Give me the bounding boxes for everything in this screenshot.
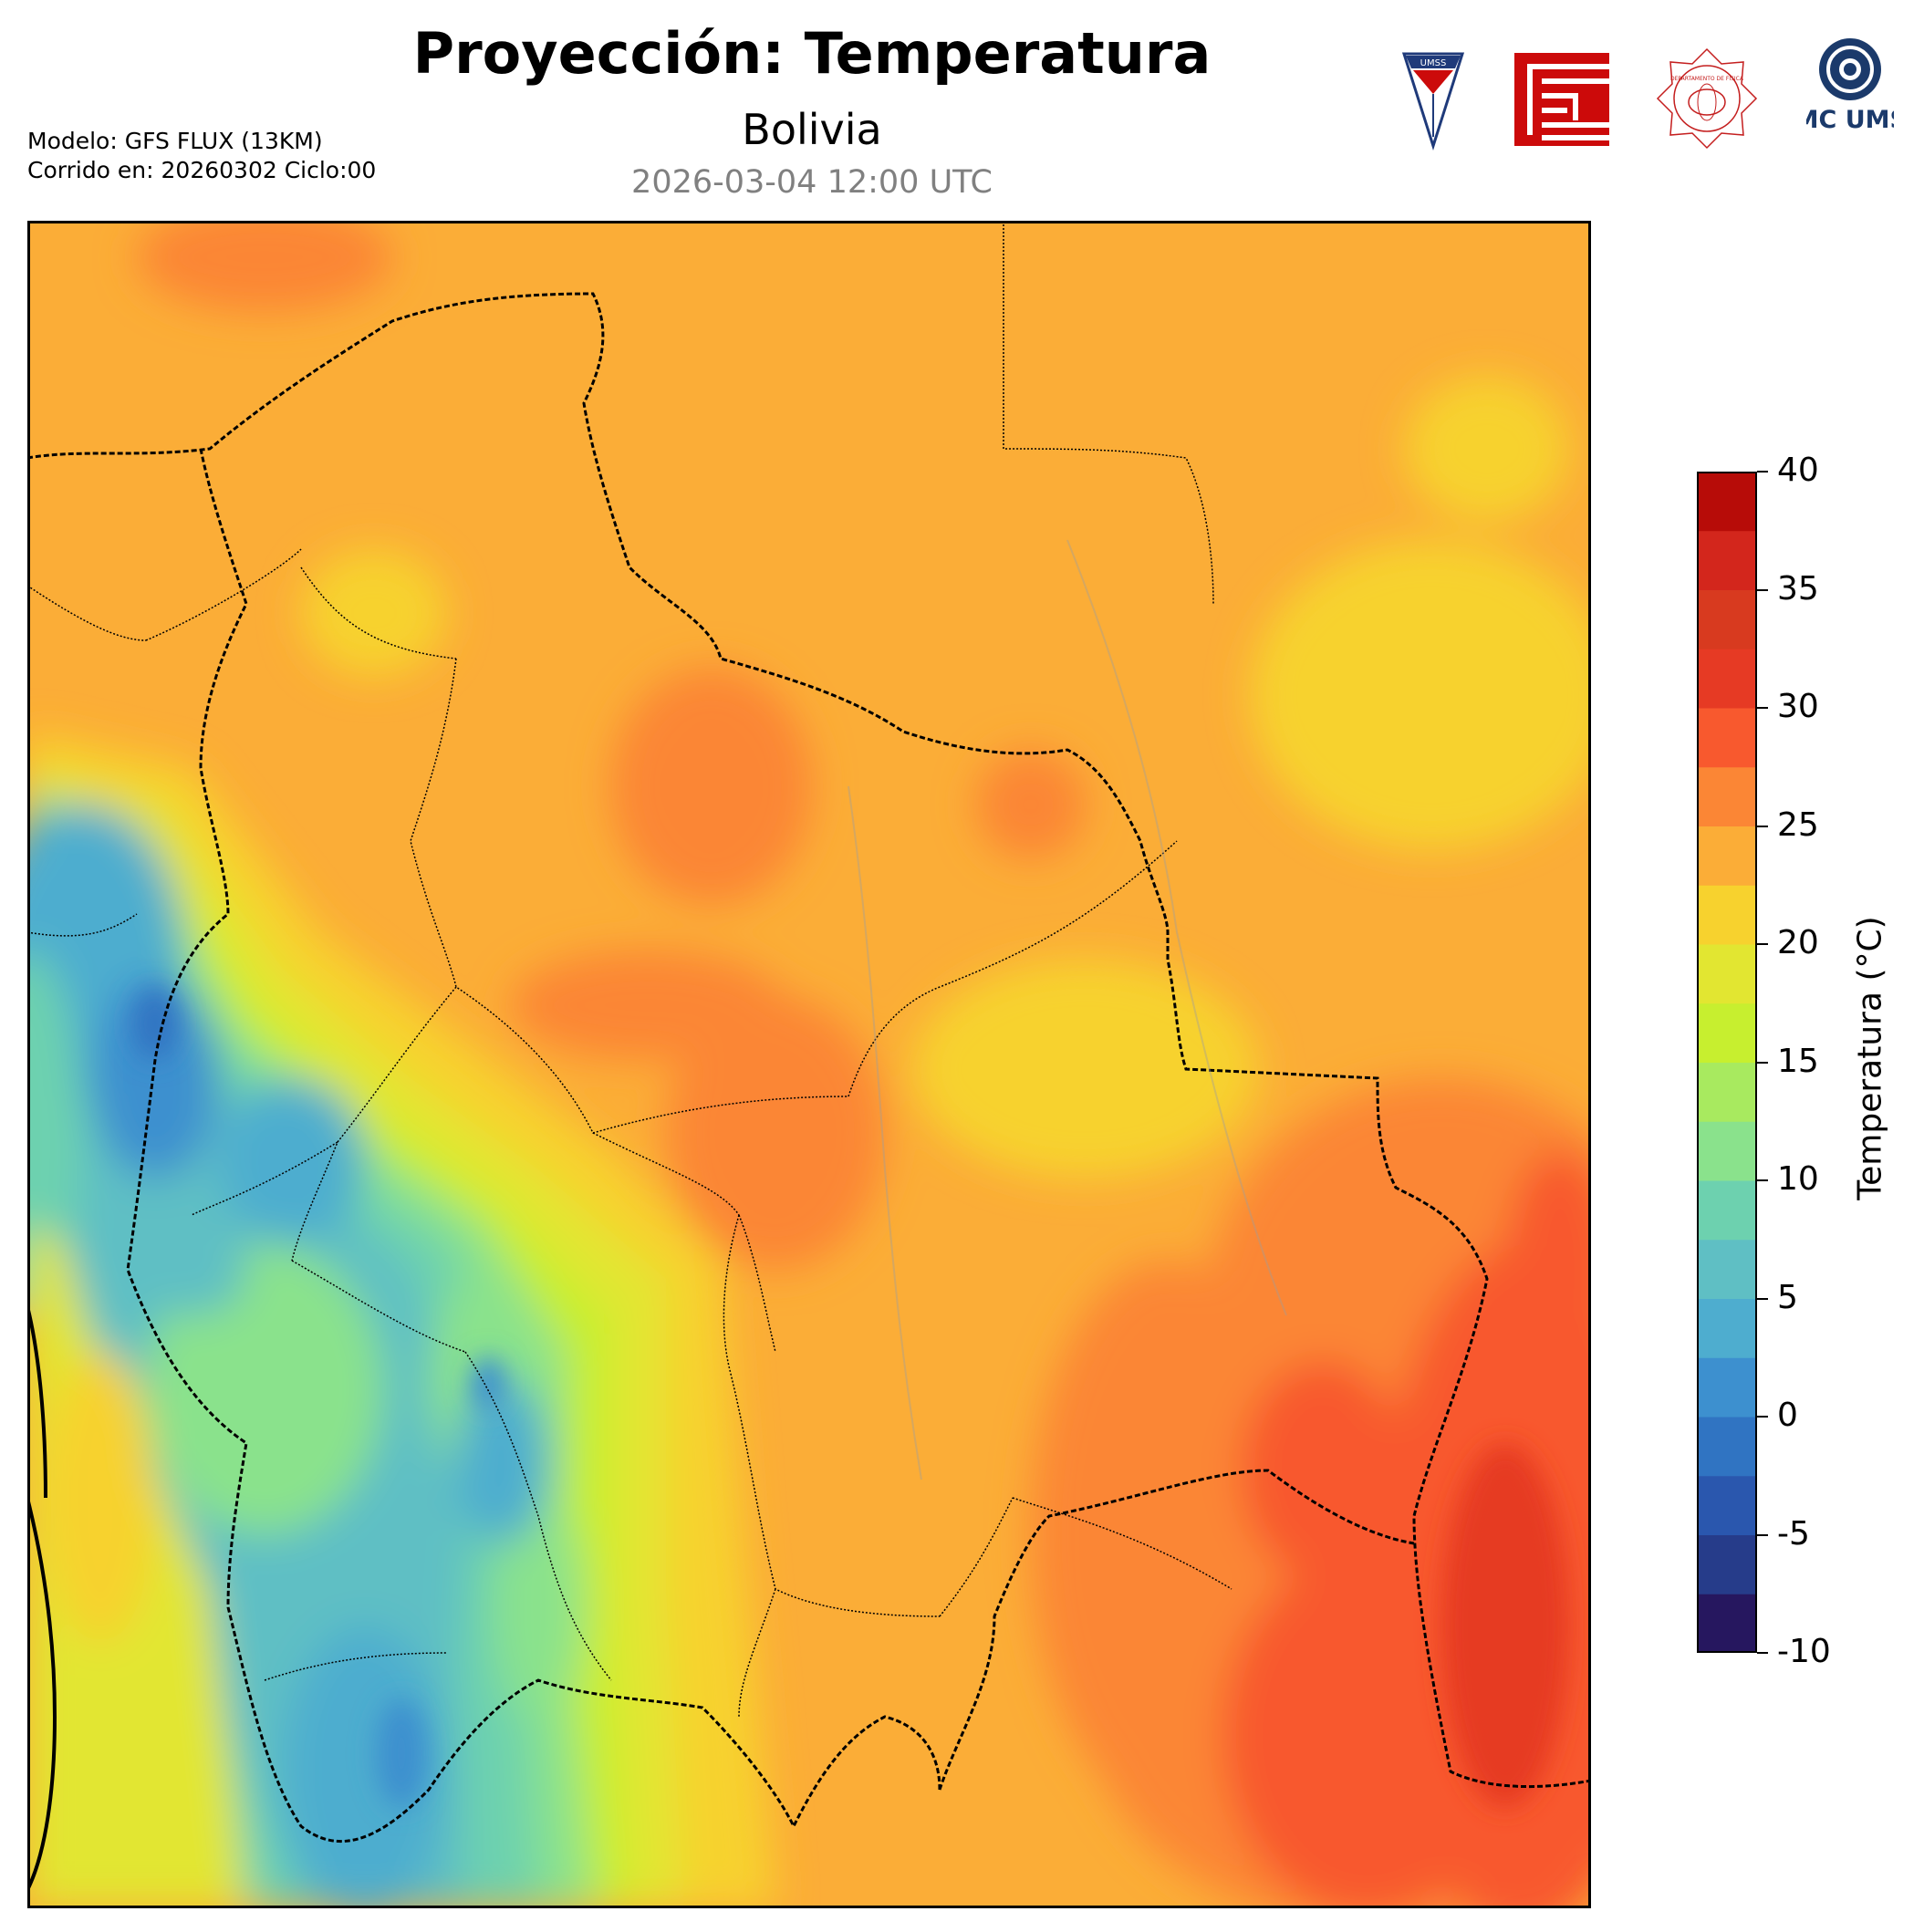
colorbar-tick-label: 10 [1777,1160,1819,1198]
umss-shield-logo: UMSS [1401,52,1465,151]
colorbar-segment [1697,1239,1757,1299]
colorbar-segment [1697,1180,1757,1241]
page-title: Proyección: Temperatura [412,20,1212,87]
colorbar-tick-mark [1757,1652,1768,1654]
colorbar-tick-mark [1757,707,1768,709]
region-subtitle: Bolivia [742,105,882,154]
colorbar-tick-mark [1757,1533,1768,1536]
colorbar-tick-label: 20 [1777,924,1819,961]
colorbar-segment [1697,766,1757,826]
map-frame [27,221,1591,1908]
temperature-colorbar [1697,472,1757,1653]
colorbar-tick-label: -10 [1777,1633,1831,1670]
colorbar-tick-label: 40 [1777,452,1819,489]
colorbar-tick-mark [1757,1416,1768,1418]
international-border [27,292,1591,1789]
colorbar-segment [1697,1594,1757,1653]
colorbar-tick-label: -5 [1777,1514,1810,1553]
colorbar-tick-mark [1757,943,1768,945]
run-info: Corrido en: 20260302 Ciclo:00 [27,157,377,183]
colorbar-segment [1697,530,1757,590]
colorbar-tick-label: 0 [1777,1397,1798,1434]
colorbar-segment [1697,1298,1757,1358]
colorbar-segment [1697,944,1757,1004]
colorbar-tick-mark [1757,1061,1768,1064]
colorbar-tick-label: 15 [1777,1042,1819,1080]
colorbar-tick-mark [1757,471,1768,473]
colorbar-tick-label: 30 [1777,688,1819,725]
colorbar-tick-mark [1757,1179,1768,1181]
umss-logo-text: UMSS [1420,58,1447,68]
fcyt-logo [1514,53,1609,146]
colorbar-segment [1697,649,1757,709]
model-info: Modelo: GFS FLUX (13KM) [27,128,323,154]
colorbar-segment [1697,1475,1757,1535]
colorbar-tick-label: 25 [1777,805,1819,844]
colorbar-segment [1697,589,1757,649]
departamento-fisica-logo: DEPARTAMENTO DE FÍSICA [1656,47,1758,150]
colorbar-tick-label: 5 [1777,1278,1798,1316]
colorbar-segment [1697,1062,1757,1122]
cmc-umss-logo: CMC UMSS [1806,38,1894,134]
colorbar-segment [1697,1121,1757,1181]
colorbar-segment [1697,885,1757,945]
fisica-logo-text: DEPARTAMENTO DE FÍSICA [1670,76,1744,82]
colorbar-tick-mark [1757,588,1768,591]
colorbar-segment [1697,1417,1757,1477]
colorbar-tick-mark [1757,825,1768,827]
colorbar-label: Temperatura (°C) [1851,916,1889,1200]
colorbar-segment [1697,826,1757,886]
colorbar-segment [1697,1002,1757,1063]
colorbar-segment [1697,1357,1757,1418]
colorbar-segment [1697,472,1757,532]
colorbar-tick-label: 35 [1777,569,1819,608]
colorbar-segment [1697,1534,1757,1594]
colorbar-tick-mark [1757,1297,1768,1300]
forecast-time: 2026-03-04 12:00 UTC [631,164,993,201]
colorbar-segment [1697,708,1757,768]
temperature-map [27,221,1591,1908]
cmc-logo-text: CMC UMSS [1806,106,1894,134]
